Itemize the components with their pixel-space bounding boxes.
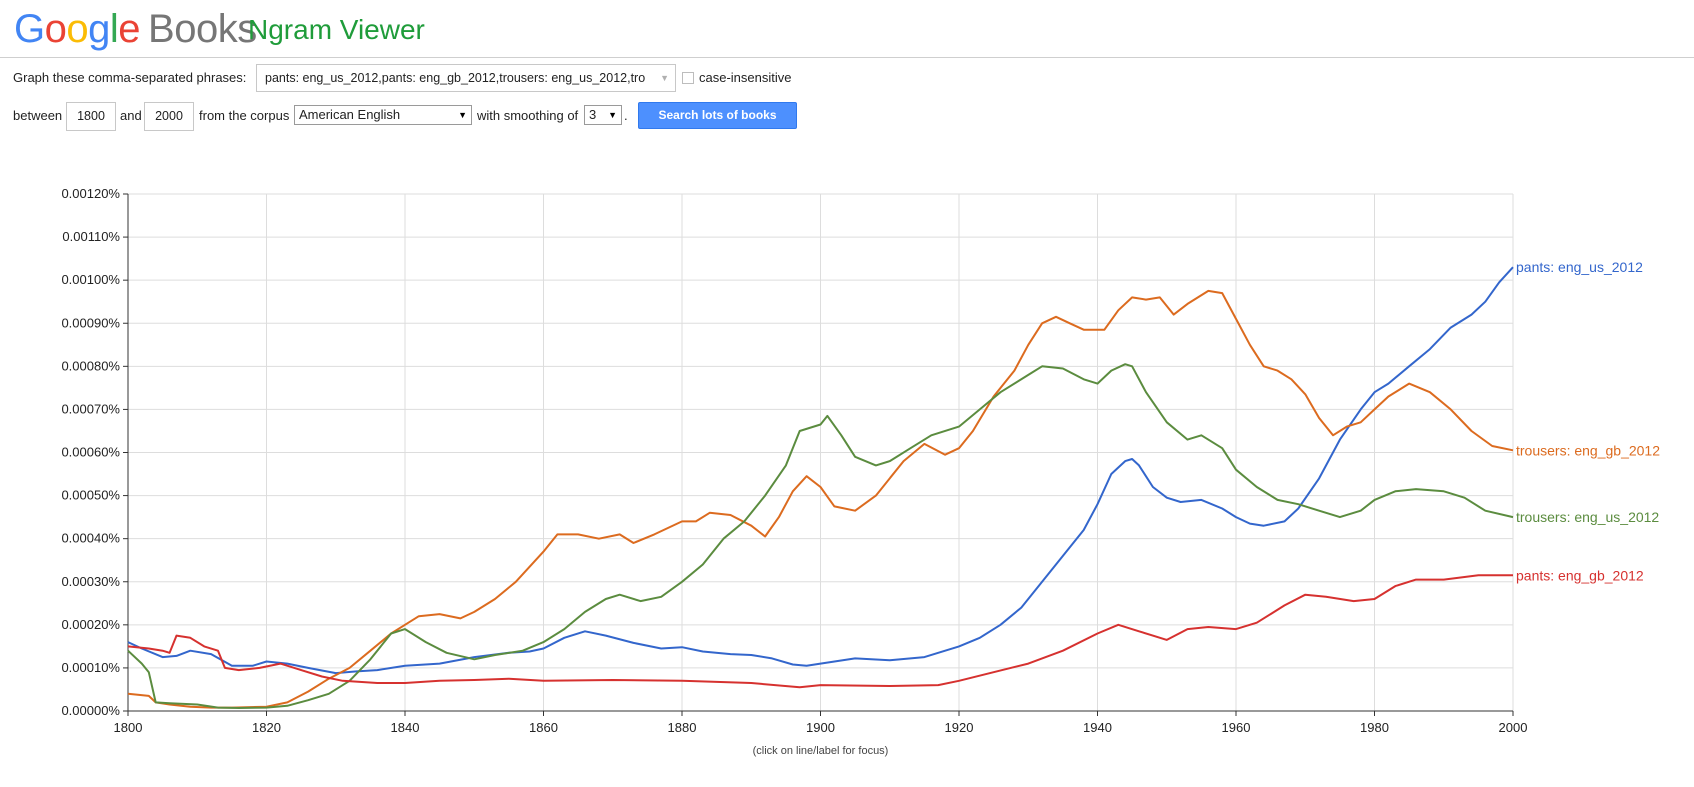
google-logo-letters: Google bbox=[14, 7, 141, 51]
x-tick-label: 1840 bbox=[391, 720, 420, 735]
logo-letter: o bbox=[44, 7, 67, 51]
series-label[interactable]: trousers: eng_us_2012 bbox=[1516, 509, 1659, 525]
google-books-logo[interactable]: Google Books bbox=[14, 4, 257, 54]
logo-letter: l bbox=[109, 7, 119, 51]
corpus-select-value: American English bbox=[299, 107, 401, 122]
smoothing-select[interactable]: 3 ▼ bbox=[584, 105, 622, 125]
x-tick-label: 1900 bbox=[806, 720, 835, 735]
chart-footnote: (click on line/label for focus) bbox=[752, 745, 889, 757]
series-label[interactable]: pants: eng_gb_2012 bbox=[1516, 567, 1644, 583]
case-insensitive-label: case-insensitive bbox=[699, 70, 792, 85]
x-tick-label: 1960 bbox=[1222, 720, 1251, 735]
y-tick-label: 0.00100% bbox=[61, 272, 120, 287]
logo-letter: e bbox=[118, 7, 141, 51]
and-label: and bbox=[120, 108, 142, 123]
corpus-label: from the corpus bbox=[199, 108, 290, 123]
between-label: between bbox=[13, 108, 63, 123]
series-line-pants-eng-gb-2012[interactable] bbox=[127, 574, 1513, 689]
year-end-input[interactable]: 2000 bbox=[144, 102, 194, 131]
phrases-input[interactable]: pants: eng_us_2012,pants: eng_gb_2012,tr… bbox=[256, 64, 676, 92]
series-label[interactable]: pants: eng_us_2012 bbox=[1516, 259, 1643, 275]
smoothing-label: with smoothing of bbox=[477, 108, 579, 123]
search-button[interactable]: Search lots of books bbox=[638, 102, 797, 129]
header: Google Books Ngram Viewer bbox=[0, 0, 1694, 58]
logo-letter: G bbox=[14, 7, 45, 51]
phrases-label: Graph these comma-separated phrases: bbox=[13, 70, 247, 85]
phrases-input-value: pants: eng_us_2012,pants: eng_gb_2012,tr… bbox=[265, 71, 646, 85]
case-insensitive-checkbox[interactable] bbox=[682, 72, 694, 84]
series-line-pants-eng-us-2012[interactable] bbox=[127, 266, 1514, 675]
x-tick-label: 1880 bbox=[668, 720, 697, 735]
period-text: . bbox=[624, 108, 628, 123]
y-tick-label: 0.00070% bbox=[61, 401, 120, 416]
y-tick-label: 0.00120% bbox=[61, 186, 120, 201]
smoothing-select-value: 3 bbox=[589, 107, 597, 122]
y-tick-label: 0.00010% bbox=[61, 660, 120, 675]
x-tick-label: 1800 bbox=[114, 720, 143, 735]
x-tick-label: 1980 bbox=[1360, 720, 1389, 735]
y-tick-label: 0.00060% bbox=[61, 445, 120, 460]
x-tick-label: 1940 bbox=[1083, 720, 1112, 735]
x-tick-label: 1920 bbox=[945, 720, 974, 735]
year-start-input[interactable]: 1800 bbox=[66, 102, 116, 131]
y-tick-label: 0.00110% bbox=[62, 229, 120, 244]
y-tick-label: 0.00040% bbox=[61, 531, 120, 546]
y-tick-label: 0.00050% bbox=[61, 488, 120, 503]
corpus-select[interactable]: American English ▼ bbox=[294, 105, 472, 125]
logo-letter: g bbox=[88, 7, 110, 51]
y-tick-label: 0.00080% bbox=[61, 358, 120, 373]
y-tick-label: 0.00020% bbox=[61, 617, 120, 632]
x-tick-label: 1820 bbox=[252, 720, 281, 735]
select-arrow-icon: ▼ bbox=[608, 110, 617, 120]
app-title: Ngram Viewer bbox=[248, 14, 425, 45]
y-tick-label: 0.00090% bbox=[61, 315, 120, 330]
x-tick-label: 2000 bbox=[1499, 720, 1528, 735]
dropdown-arrow-icon: ▼ bbox=[660, 73, 669, 83]
x-tick-label: 1860 bbox=[529, 720, 558, 735]
logo-books-text: Books bbox=[148, 7, 257, 51]
select-arrow-icon: ▼ bbox=[458, 110, 467, 120]
y-tick-label: 0.00030% bbox=[61, 574, 120, 589]
y-tick-label: 0.00000% bbox=[61, 703, 120, 718]
logo-letter: o bbox=[66, 7, 89, 51]
series-label[interactable]: trousers: eng_gb_2012 bbox=[1516, 442, 1660, 458]
